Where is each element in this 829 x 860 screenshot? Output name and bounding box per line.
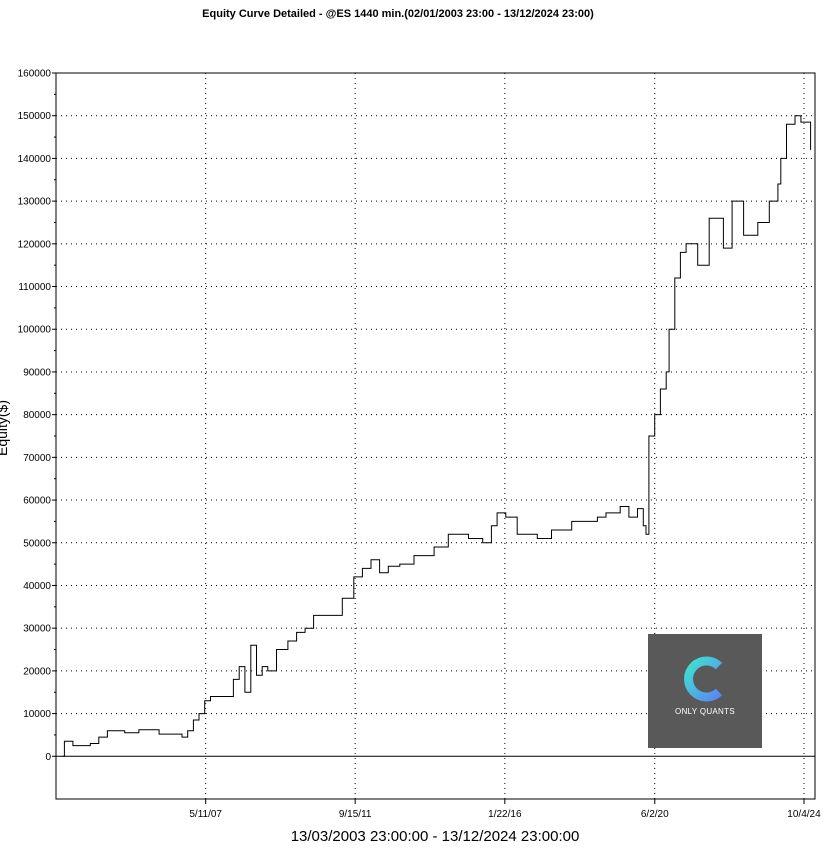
y-tick-label: 30000 (23, 624, 51, 635)
logo-text: ONLY QUANTS (675, 707, 735, 716)
y-tick-label: 50000 (23, 538, 51, 549)
x-tick-label: 1/22/16 (488, 809, 522, 820)
y-tick-label: 150000 (18, 111, 52, 122)
y-tick-label: 20000 (23, 666, 51, 677)
y-tick-label: 110000 (18, 282, 51, 293)
x-tick-label: 10/4/24 (787, 809, 821, 820)
y-tick-label: 160000 (18, 69, 52, 80)
chart-title: Equity Curve Detailed - @ES 1440 min.(02… (202, 8, 594, 20)
y-tick-label: 70000 (23, 453, 51, 464)
y-tick-label: 60000 (23, 496, 51, 507)
axis-ticks: 0 10000 20000 30000 40000 50000 60000 70000 8000… (18, 69, 821, 821)
x-tick-label: 9/15/11 (339, 809, 372, 820)
y-tick-label: 10000 (23, 709, 51, 720)
only-quants-logo: ONLY QUANTS (648, 634, 762, 748)
y-tick-label: 140000 (18, 154, 52, 165)
equity-line (62, 115, 812, 757)
only-quants-logo-icon (684, 656, 723, 702)
y-tick-label: 100000 (18, 325, 52, 336)
x-tick-label: 5/11/07 (189, 809, 222, 820)
y-tick-label: 90000 (23, 367, 51, 378)
x-axis-title: 13/03/2003 23:00:00 - 13/12/2024 23:00:0… (290, 828, 580, 845)
series-layer (62, 115, 812, 757)
y-tick-label: 130000 (18, 197, 52, 208)
y-tick-label: 120000 (18, 239, 52, 250)
y-tick-label: 80000 (23, 410, 51, 421)
x-tick-label: 6/2/20 (641, 809, 669, 820)
y-tick-label: 0 (45, 752, 51, 763)
y-tick-label: 40000 (23, 581, 51, 592)
